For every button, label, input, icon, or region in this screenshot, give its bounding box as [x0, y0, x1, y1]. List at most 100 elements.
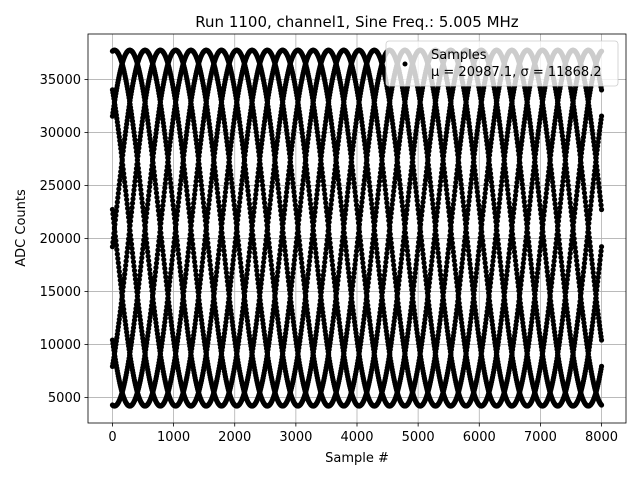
data-point: [139, 195, 145, 202]
data-point: [324, 209, 330, 215]
data-point: [205, 206, 211, 212]
data-point: [508, 232, 514, 239]
data-point: [265, 219, 271, 225]
data-point: [198, 272, 204, 278]
data-point: [506, 250, 512, 256]
data-point: [237, 251, 243, 257]
data-point: [267, 249, 273, 255]
data-point: [399, 247, 406, 253]
data-point: [260, 317, 266, 323]
data-point: [121, 175, 127, 181]
data-point: [177, 320, 183, 326]
data-point: [521, 251, 527, 258]
data-point: [186, 245, 192, 251]
data-point: [560, 174, 567, 180]
data-point: [420, 195, 427, 201]
data-point: [569, 218, 575, 224]
data-point: [117, 138, 123, 144]
data-point: [506, 200, 512, 206]
data-point: [224, 139, 230, 145]
data-point: [483, 130, 489, 136]
data-point: [331, 175, 337, 181]
data-point: [190, 205, 196, 211]
data-point: [490, 192, 496, 198]
data-point: [260, 191, 267, 197]
data-point: [573, 253, 579, 259]
data-point: [453, 175, 459, 181]
data-point: [199, 263, 205, 270]
data-point: [182, 140, 188, 146]
data-point: [446, 209, 452, 215]
data-point: [185, 254, 191, 260]
data-point: [239, 273, 245, 279]
data-point: [522, 247, 528, 253]
data-point: [481, 247, 487, 253]
data-point: [368, 196, 374, 203]
data-point: [353, 202, 360, 208]
data-point: [597, 198, 604, 204]
data-point: [148, 275, 154, 281]
data-point: [574, 192, 580, 199]
data-point: [534, 274, 540, 280]
data-point: [152, 312, 158, 318]
data-point: [366, 310, 372, 316]
data-point: [450, 206, 456, 212]
data-point: [564, 276, 570, 283]
data-point: [435, 205, 441, 211]
data-point: [551, 258, 557, 264]
data-point: [382, 187, 388, 193]
data-point: [199, 259, 206, 265]
data-point: [113, 242, 119, 248]
data-point: [282, 198, 289, 204]
data-point: [560, 178, 566, 184]
data-point: [447, 218, 453, 224]
data-point: [389, 249, 395, 255]
data-point: [504, 317, 510, 323]
data-point: [244, 179, 250, 185]
data-point: [376, 272, 383, 278]
data-point: [305, 267, 312, 273]
data-point: [590, 135, 596, 141]
data-point: [275, 316, 281, 322]
data-point: [390, 258, 396, 264]
data-point: [330, 184, 336, 190]
data-point: [445, 204, 452, 210]
data-point: [160, 198, 166, 204]
data-point: [170, 252, 176, 259]
data-point: [129, 245, 135, 252]
data-point: [445, 200, 451, 206]
data-point: [559, 321, 565, 327]
data-point: [206, 249, 212, 255]
data-point: [153, 260, 160, 266]
data-point: [542, 199, 548, 205]
data-point: [238, 260, 244, 266]
data-point: [143, 219, 149, 225]
data-point: [415, 248, 421, 254]
data-point: [145, 197, 151, 203]
data-point: [122, 183, 128, 189]
data-point: [284, 315, 291, 321]
data-point: [254, 272, 260, 278]
data-point: [259, 178, 265, 184]
data-point: [571, 235, 577, 242]
data-point: [247, 205, 253, 211]
data-point: [203, 222, 209, 228]
data-point: [468, 139, 475, 145]
data-point: [297, 203, 303, 210]
data-point: [114, 251, 120, 257]
data-point: [338, 203, 344, 209]
data-point: [361, 138, 367, 144]
data-point: [391, 266, 397, 273]
data-point: [197, 276, 204, 283]
data-point: [232, 206, 238, 213]
data-point: [323, 200, 329, 206]
data-point: [448, 227, 454, 233]
data-point: [206, 197, 212, 203]
data-point: [420, 199, 426, 205]
data-point: [572, 206, 578, 212]
data-point: [389, 244, 395, 251]
data-point: [544, 316, 550, 322]
data-point: [429, 258, 435, 264]
data-point: [413, 266, 419, 272]
data-point: [254, 137, 260, 143]
